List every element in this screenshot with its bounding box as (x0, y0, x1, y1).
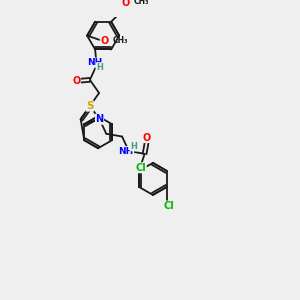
Text: O: O (122, 0, 130, 8)
Text: CH₃: CH₃ (113, 36, 128, 45)
Text: CH₃: CH₃ (133, 0, 148, 6)
Text: N: N (95, 114, 104, 124)
Text: S: S (86, 101, 94, 111)
Text: O: O (100, 35, 109, 46)
Text: H: H (96, 63, 103, 72)
Text: NH: NH (87, 58, 102, 67)
Text: Cl: Cl (136, 163, 146, 173)
Text: NH: NH (118, 147, 134, 156)
Text: O: O (143, 133, 151, 142)
Text: O: O (72, 76, 80, 86)
Text: H: H (130, 142, 137, 151)
Text: Cl: Cl (163, 201, 174, 211)
